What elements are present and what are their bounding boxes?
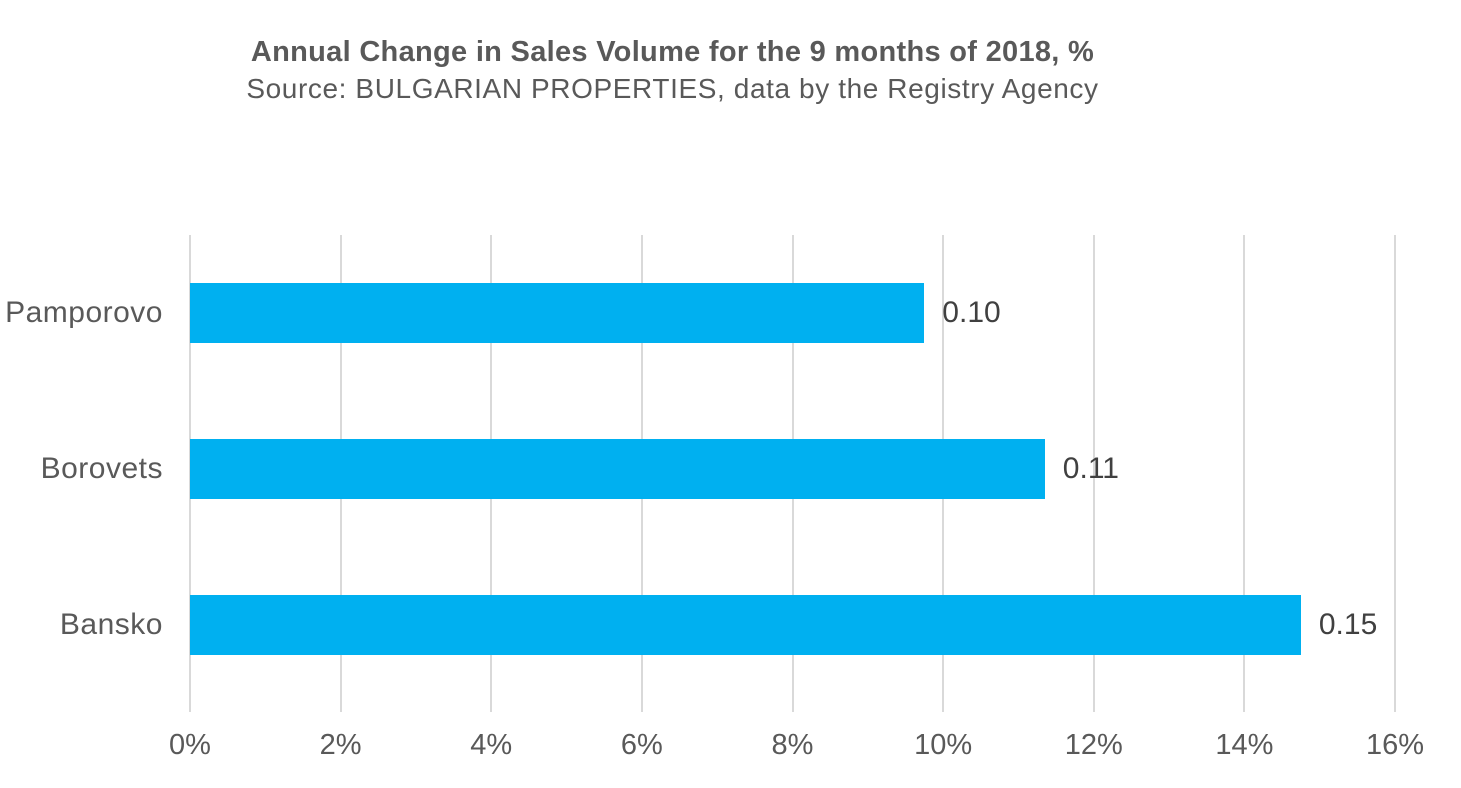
category-label-bansko: Bansko: [59, 608, 163, 641]
x-tick-label: 10%: [914, 729, 973, 761]
chart-title: Annual Change in Sales Volume for the 9 …: [250, 36, 1095, 68]
bar-borovets: [190, 439, 1045, 499]
x-tick-label: 4%: [470, 729, 513, 761]
x-tick-label: 0%: [169, 729, 211, 761]
bar-row: 0.10: [190, 235, 1395, 391]
data-label: 0.15: [1318, 608, 1378, 641]
category-axis: Pamporovo Borovets Bansko: [0, 235, 163, 703]
data-label: 0.10: [942, 296, 1001, 329]
plot-area: 0.10 0.11 0.15: [189, 235, 1396, 712]
bar-rows: 0.10 0.11 0.15: [190, 235, 1395, 703]
x-tick-label: 14%: [1215, 729, 1274, 761]
gridline: [1394, 235, 1396, 712]
chart-subtitle: Source: BULGARIAN PROPERTIES, data by th…: [246, 73, 1099, 104]
chart-header: Annual Change in Sales Volume for the 9 …: [0, 34, 1345, 106]
gridline: [1243, 235, 1246, 712]
x-tick-label: 8%: [771, 729, 814, 761]
x-tick-label: 12%: [1064, 729, 1123, 761]
bar-bansko: [190, 595, 1301, 655]
x-axis: 0% 2% 4% 6% 8% 10% 12% 14% 16%: [169, 729, 1424, 769]
x-tick-label: 16%: [1365, 729, 1425, 761]
gridline: [1092, 235, 1095, 712]
category-label-borovets: Borovets: [40, 452, 163, 485]
bar-row: 0.15: [190, 547, 1395, 703]
bar-pamporovo: [190, 283, 925, 343]
x-tick-label: 2%: [319, 729, 362, 761]
data-label: 0.11: [1062, 452, 1119, 485]
x-tick-label: 6%: [620, 729, 663, 761]
category-label-pamporovo: Pamporovo: [5, 296, 163, 329]
bar-row: 0.11: [190, 391, 1395, 547]
